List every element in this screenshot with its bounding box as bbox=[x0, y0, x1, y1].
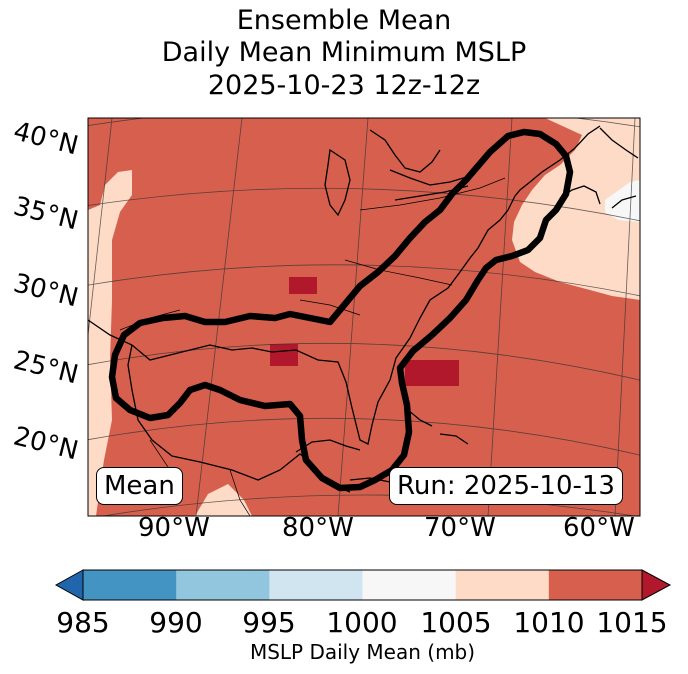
colorbar-tick: 990 bbox=[149, 606, 203, 639]
colorbar-segment bbox=[176, 570, 270, 600]
field-over-1015-c bbox=[405, 360, 459, 386]
colorbar-under-arrow bbox=[56, 570, 83, 600]
colorbar bbox=[54, 569, 672, 601]
colorbar-segment bbox=[83, 570, 177, 600]
colorbar-segment bbox=[269, 570, 363, 600]
field-over-1015-a bbox=[289, 277, 317, 294]
colorbar-segment bbox=[548, 570, 643, 600]
colorbar-segment bbox=[455, 570, 550, 600]
colorbar-tick: 1010 bbox=[513, 606, 585, 639]
lon-label-80w: 80°W bbox=[282, 513, 354, 543]
colorbar-tick: 1000 bbox=[326, 606, 398, 639]
title-line-1: Ensemble Mean bbox=[236, 5, 452, 36]
map-frame bbox=[87, 117, 641, 517]
title-line-2: Daily Mean Minimum MSLP bbox=[161, 37, 527, 68]
colorbar-over-arrow bbox=[642, 570, 670, 600]
field-1005-1010-south bbox=[195, 484, 252, 516]
colorbar-segment bbox=[362, 570, 457, 600]
title-line-3: 2025-10-23 12z-12z bbox=[207, 70, 481, 101]
field-over-1015-b bbox=[270, 344, 298, 366]
field-1005-1010-west bbox=[88, 170, 132, 516]
contour-line bbox=[108, 128, 574, 492]
mean-label-box: Mean bbox=[96, 467, 183, 505]
lon-label-90w: 90°W bbox=[138, 513, 210, 543]
colorbar-label: MSLP Daily Mean (mb) bbox=[249, 640, 476, 664]
colorbar-tick: 985 bbox=[56, 606, 110, 639]
colorbar-tick: 995 bbox=[242, 606, 296, 639]
lon-label-60w: 60°W bbox=[563, 513, 635, 543]
colorbar-tick: 1015 bbox=[596, 606, 668, 639]
lon-label-70w: 70°W bbox=[424, 513, 496, 543]
run-date-box: Run: 2025-10-13 bbox=[389, 467, 623, 505]
map-area bbox=[88, 118, 640, 516]
colorbar-tick: 1005 bbox=[420, 606, 492, 639]
graticule bbox=[88, 118, 640, 516]
